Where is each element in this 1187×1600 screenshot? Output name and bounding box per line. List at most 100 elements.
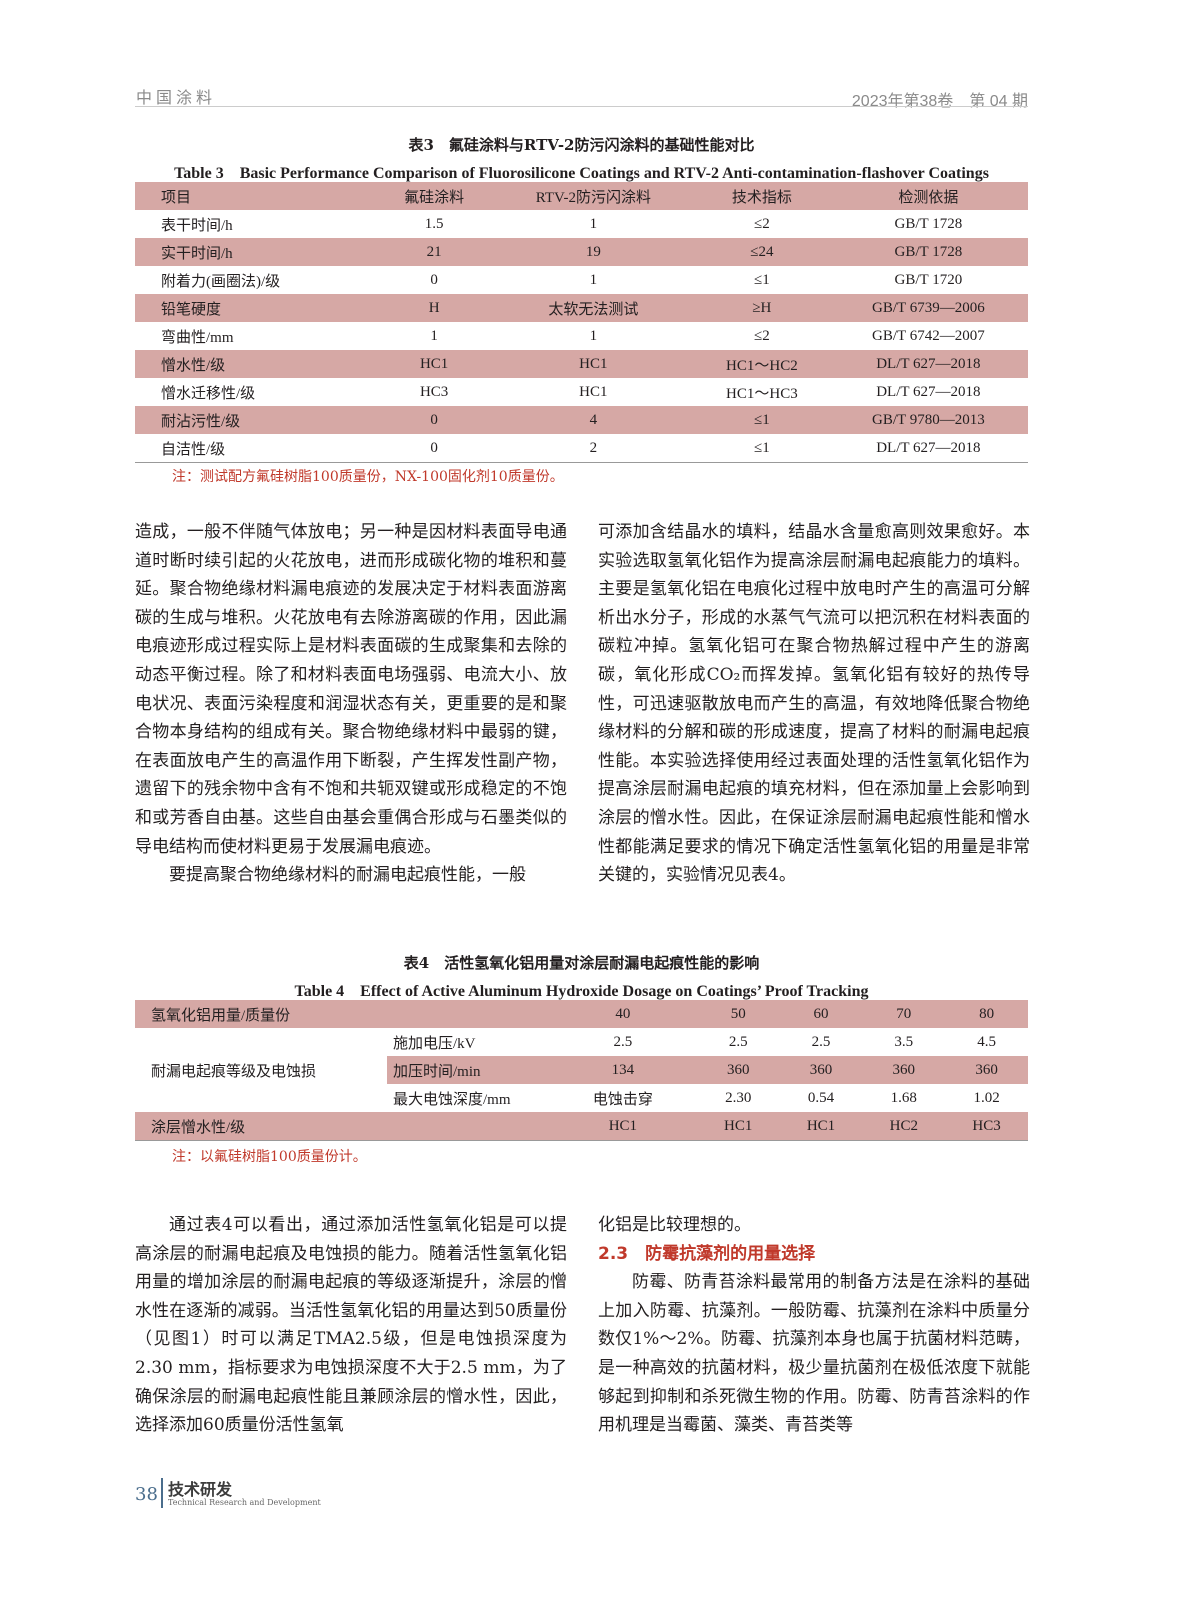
table-cell: GB/T 6742—2007 xyxy=(872,327,985,344)
table-cell: ≤2 xyxy=(754,215,770,232)
table-cell: HC3 xyxy=(419,383,449,400)
table-cell: ≤1 xyxy=(695,406,829,434)
table-cell: HC1～HC3 xyxy=(726,385,798,402)
table3-caption-cn: 表3 氟硅涂料与RTV-2防污闪涂料的基础性能对比 xyxy=(408,136,755,154)
page-number: 38 xyxy=(135,1484,158,1505)
table-cell: GB/T 1728 xyxy=(828,238,1028,266)
issue-info: 2023年第38卷 第 04 期 xyxy=(851,93,1028,110)
paragraph: 造成，一般不伴随气体放电；另一种是因材料表面导电通道时断时续引起的火花放电，进而… xyxy=(135,522,567,857)
table-row: 憎水迁移性/级 HC3 HC1 HC1～HC3 DL/T 627—2018 xyxy=(135,378,1028,406)
left-column-2: 通过表4可以看出，通过添加活性氢氧化铝是可以提高涂层的耐漏电起痕及电蚀损的能力。… xyxy=(135,1211,567,1440)
table-cell: HC3 xyxy=(945,1112,1028,1141)
table-cell: GB/T 9780—2013 xyxy=(828,406,1028,434)
table-cell: 自洁性/级 xyxy=(161,441,226,458)
table-cell: 铅笔硬度 xyxy=(135,294,377,322)
table-row: 耐漏电起痕等级及电蚀损 施加电压/kV 2.5 2.5 2.5 3.5 4.5 xyxy=(135,1028,1028,1080)
table-cell: 最大电蚀深度/mm xyxy=(393,1091,511,1108)
table-cell: 1.02 xyxy=(973,1089,1000,1106)
table3-caption-en: Table 3 Basic Performance Comparison of … xyxy=(174,165,989,182)
table-cell: DL/T 627—2018 xyxy=(828,350,1028,378)
table-cell: 2 xyxy=(589,439,598,456)
table-cell: 憎水性/级 xyxy=(135,350,377,378)
table-cell: 项目 xyxy=(135,182,377,210)
table4: 氢氧化铝用量/质量份 40 50 60 70 80 耐漏电起痕等级及电蚀损 施加电压/kV 2.… xyxy=(135,1000,1028,1141)
table4-caption-en: Table 4 Effect of Active Aluminum Hydrox… xyxy=(294,983,869,1000)
table-row: 弯曲性/mm 1 1 ≤2 GB/T 6742—2007 xyxy=(135,322,1028,350)
table-cell: 技术指标 xyxy=(695,182,829,210)
table-cell: 附着力(画圈法)/级 xyxy=(161,273,281,290)
table-cell: 134 xyxy=(549,1056,697,1084)
table-cell: 4.5 xyxy=(977,1033,996,1050)
table-cell: 2.30 xyxy=(725,1089,752,1106)
table-row: 自洁性/级 0 2 ≤1 DL/T 627—2018 xyxy=(135,434,1028,463)
table-cell: 360 xyxy=(945,1056,1028,1084)
table-cell: HC1 xyxy=(376,350,492,378)
table-cell: 施加电压/kV xyxy=(393,1035,476,1052)
table-cell: 0 xyxy=(376,406,492,434)
table-row: 最大电蚀深度/mm 电蚀击穿 2.30 0.54 1.68 1.02 xyxy=(135,1084,1028,1112)
table-cell: ≥H xyxy=(695,294,829,322)
paragraph: 防霉、防青苔涂料最常用的制备方法是在涂料的基础上加入防霉、抗藻剂。一般防霉、抗藻… xyxy=(598,1272,1030,1436)
table-cell: 1 xyxy=(430,327,438,344)
table-cell: 1.5 xyxy=(424,215,444,232)
table-cell: HC1 xyxy=(491,350,695,378)
table3-note: 注：测试配方氟硅树脂100质量份，NX-100固化剂10质量份。 xyxy=(172,469,564,485)
table-cell: 0 xyxy=(430,271,438,288)
table-cell: 70 xyxy=(862,1000,946,1028)
table-cell: 0.54 xyxy=(807,1089,835,1106)
table4-caption-cn: 表4 活性氢氧化铝用量对涂层耐漏电起痕性能的影响 xyxy=(403,954,760,972)
table-header-row: 氢氧化铝用量/质量份 40 50 60 70 80 xyxy=(135,1000,1028,1028)
table-cell: 1.68 xyxy=(890,1089,917,1106)
table-cell: 憎水迁移性/级 xyxy=(161,385,256,402)
table-cell: GB/T 6739—2006 xyxy=(828,294,1028,322)
paragraph: 要提高聚合物绝缘材料的耐漏电起痕性能，一般 xyxy=(169,865,526,886)
table-cell: HC1 xyxy=(579,383,608,400)
table-cell: ≤1 xyxy=(754,439,770,456)
paragraph: 化铝是比较理想的。 xyxy=(598,1215,751,1235)
table-cell: 80 xyxy=(945,1000,1028,1028)
table-cell: HC1 xyxy=(696,1112,780,1141)
table-cell: 耐漏电起痕等级及电蚀损 xyxy=(151,1063,317,1080)
table-cell: 弯曲性/mm xyxy=(161,329,234,346)
table-cell: GB/T 1720 xyxy=(894,271,963,288)
table-cell: 加压时间/min xyxy=(387,1056,549,1084)
footer-section-en: Technical Research and Development xyxy=(168,1498,321,1507)
table3: 项目 氟硅涂料 RTV-2防污闪涂料 技术指标 检测依据 表干时间/h 1.5 1 ≤2 GB/T… xyxy=(135,182,1028,463)
paragraph: 通过表4可以看出，通过添加活性氢氧化铝是可以提高涂层的耐漏电起痕及电蚀损的能力。… xyxy=(135,1215,567,1436)
table-cell: 太软无法测试 xyxy=(491,294,695,322)
table-cell: 2.5 xyxy=(613,1033,633,1050)
right-column-1: 可添加含结晶水的填料，结晶水含量愈高则效果愈好。本实验选取氢氧化铝作为提高涂层耐… xyxy=(598,518,1030,890)
journal-name: 中国涂料 xyxy=(136,88,217,107)
table-header-row: 项目 氟硅涂料 RTV-2防污闪涂料 技术指标 检测依据 xyxy=(135,182,1028,210)
table-cell: 360 xyxy=(862,1056,946,1084)
table-cell: 耐沾污性/级 xyxy=(135,406,377,434)
table-cell: 1 xyxy=(589,327,598,344)
table-cell: 2.5 xyxy=(728,1033,748,1050)
table-row: 实干时间/h 21 19 ≤24 GB/T 1728 xyxy=(135,238,1028,266)
table-row: 耐沾污性/级 0 4 ≤1 GB/T 9780—2013 xyxy=(135,406,1028,434)
table-row: 憎水性/级 HC1 HC1 HC1～HC2 DL/T 627—2018 xyxy=(135,350,1028,378)
table-cell: DL/T 627—2018 xyxy=(876,383,981,400)
right-column-2: 化铝是比较理想的。 2.3 防霉抗藻剂的用量选择 防霉、防青苔涂料最常用的制备方… xyxy=(598,1211,1030,1440)
table-cell: 3.5 xyxy=(894,1033,914,1050)
paragraph: 可添加含结晶水的填料，结晶水含量愈高则效果愈好。本实验选取氢氧化铝作为提高涂层耐… xyxy=(598,522,1030,886)
table-cell: H xyxy=(376,294,492,322)
table-row: 涂层憎水性/级 HC1 HC1 HC1 HC2 HC3 xyxy=(135,1112,1028,1141)
table-cell: 0 xyxy=(430,439,438,456)
table-row: 附着力(画圈法)/级 0 1 ≤1 GB/T 1720 xyxy=(135,266,1028,294)
table-cell: 氟硅涂料 xyxy=(376,182,492,210)
table-cell: DL/T 627—2018 xyxy=(876,439,981,456)
table-cell: 实干时间/h xyxy=(135,238,377,266)
table-cell: 2.5 xyxy=(811,1033,831,1050)
table-cell: HC1～HC2 xyxy=(695,350,829,378)
table-cell: 60 xyxy=(779,1000,863,1028)
table4-note: 注：以氟硅树脂100质量份计。 xyxy=(172,1149,367,1165)
table-cell: 360 xyxy=(696,1056,780,1084)
table-cell: 40 xyxy=(549,1000,697,1028)
table-cell: ≤1 xyxy=(754,271,770,288)
table-cell: HC1 xyxy=(549,1112,697,1141)
table-cell: 检测依据 xyxy=(828,182,1028,210)
table-cell: 1 xyxy=(589,215,598,232)
table-cell: 1 xyxy=(589,271,598,288)
